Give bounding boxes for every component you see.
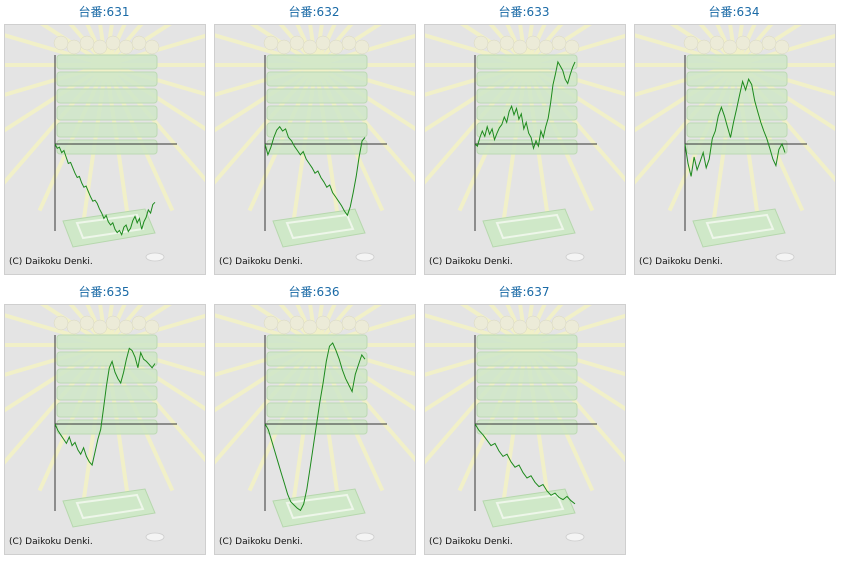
graph-panel[interactable]: (C) Daikoku Denki. xyxy=(214,304,416,555)
machine-graph-card: 台番:634 (C) Daikoku Denki. xyxy=(632,0,836,275)
machine-number-title: 台番:634 xyxy=(632,0,836,24)
machine-graph-card: 台番:632 (C) Daikoku Denki. xyxy=(212,0,416,275)
machine-number-title: 台番:637 xyxy=(422,280,626,304)
payout-series-line xyxy=(54,347,156,467)
machine-number-link[interactable]: 台番:632 xyxy=(288,5,340,19)
machine-graph-card: 台番:633 (C) Daikoku Denki. xyxy=(422,0,626,275)
pachinko-background-art xyxy=(5,25,205,262)
pachinko-background-art xyxy=(5,305,205,542)
copyright-label: (C) Daikoku Denki. xyxy=(9,257,93,267)
pachinko-background-art xyxy=(635,25,835,262)
machine-graph-card: 台番:631 (C) Daikoku Denki. xyxy=(2,0,206,275)
graph-panel[interactable]: (C) Daikoku Denki. xyxy=(424,304,626,555)
payout-line-chart xyxy=(425,305,625,542)
payout-series-line xyxy=(684,77,786,177)
graph-panel[interactable]: (C) Daikoku Denki. xyxy=(634,24,836,275)
graph-panel[interactable]: (C) Daikoku Denki. xyxy=(214,24,416,275)
payout-line-chart xyxy=(5,305,205,542)
payout-line-chart xyxy=(5,25,205,262)
copyright-label: (C) Daikoku Denki. xyxy=(639,257,723,267)
payout-line-chart xyxy=(425,25,625,262)
payout-line-chart xyxy=(215,305,415,542)
machine-number-link[interactable]: 台番:633 xyxy=(498,5,550,19)
copyright-label: (C) Daikoku Denki. xyxy=(9,537,93,547)
machine-number-title: 台番:635 xyxy=(2,280,206,304)
pachinko-background-art xyxy=(425,305,625,542)
graph-panel[interactable]: (C) Daikoku Denki. xyxy=(4,304,206,555)
machine-number-link[interactable]: 台番:634 xyxy=(708,5,760,19)
payout-series-line xyxy=(264,342,366,512)
payout-series-line xyxy=(474,60,576,151)
machine-number-title: 台番:631 xyxy=(2,0,206,24)
payout-series-line xyxy=(474,423,576,505)
machine-graph-card: 台番:635 (C) Daikoku Denki. xyxy=(2,280,206,555)
machine-graph-card: 台番:637 (C) Daikoku Denki. xyxy=(422,280,626,555)
copyright-label: (C) Daikoku Denki. xyxy=(219,537,303,547)
machine-number-title: 台番:636 xyxy=(212,280,416,304)
machine-number-link[interactable]: 台番:637 xyxy=(498,285,550,299)
pachinko-background-art xyxy=(215,305,415,542)
payout-line-chart xyxy=(635,25,835,262)
payout-series-line xyxy=(264,125,366,217)
copyright-label: (C) Daikoku Denki. xyxy=(429,537,513,547)
pachinko-background-art xyxy=(425,25,625,262)
machine-number-link[interactable]: 台番:631 xyxy=(78,5,130,19)
machine-number-title: 台番:632 xyxy=(212,0,416,24)
machine-number-title: 台番:633 xyxy=(422,0,626,24)
payout-line-chart xyxy=(215,25,415,262)
payout-series-line xyxy=(54,143,156,237)
machine-number-link[interactable]: 台番:635 xyxy=(78,285,130,299)
graph-panel[interactable]: (C) Daikoku Denki. xyxy=(424,24,626,275)
copyright-label: (C) Daikoku Denki. xyxy=(219,257,303,267)
machine-number-link[interactable]: 台番:636 xyxy=(288,285,340,299)
copyright-label: (C) Daikoku Denki. xyxy=(429,257,513,267)
pachinko-background-art xyxy=(215,25,415,262)
graph-panel[interactable]: (C) Daikoku Denki. xyxy=(4,24,206,275)
machine-graph-card: 台番:636 (C) Daikoku Denki. xyxy=(212,280,416,555)
